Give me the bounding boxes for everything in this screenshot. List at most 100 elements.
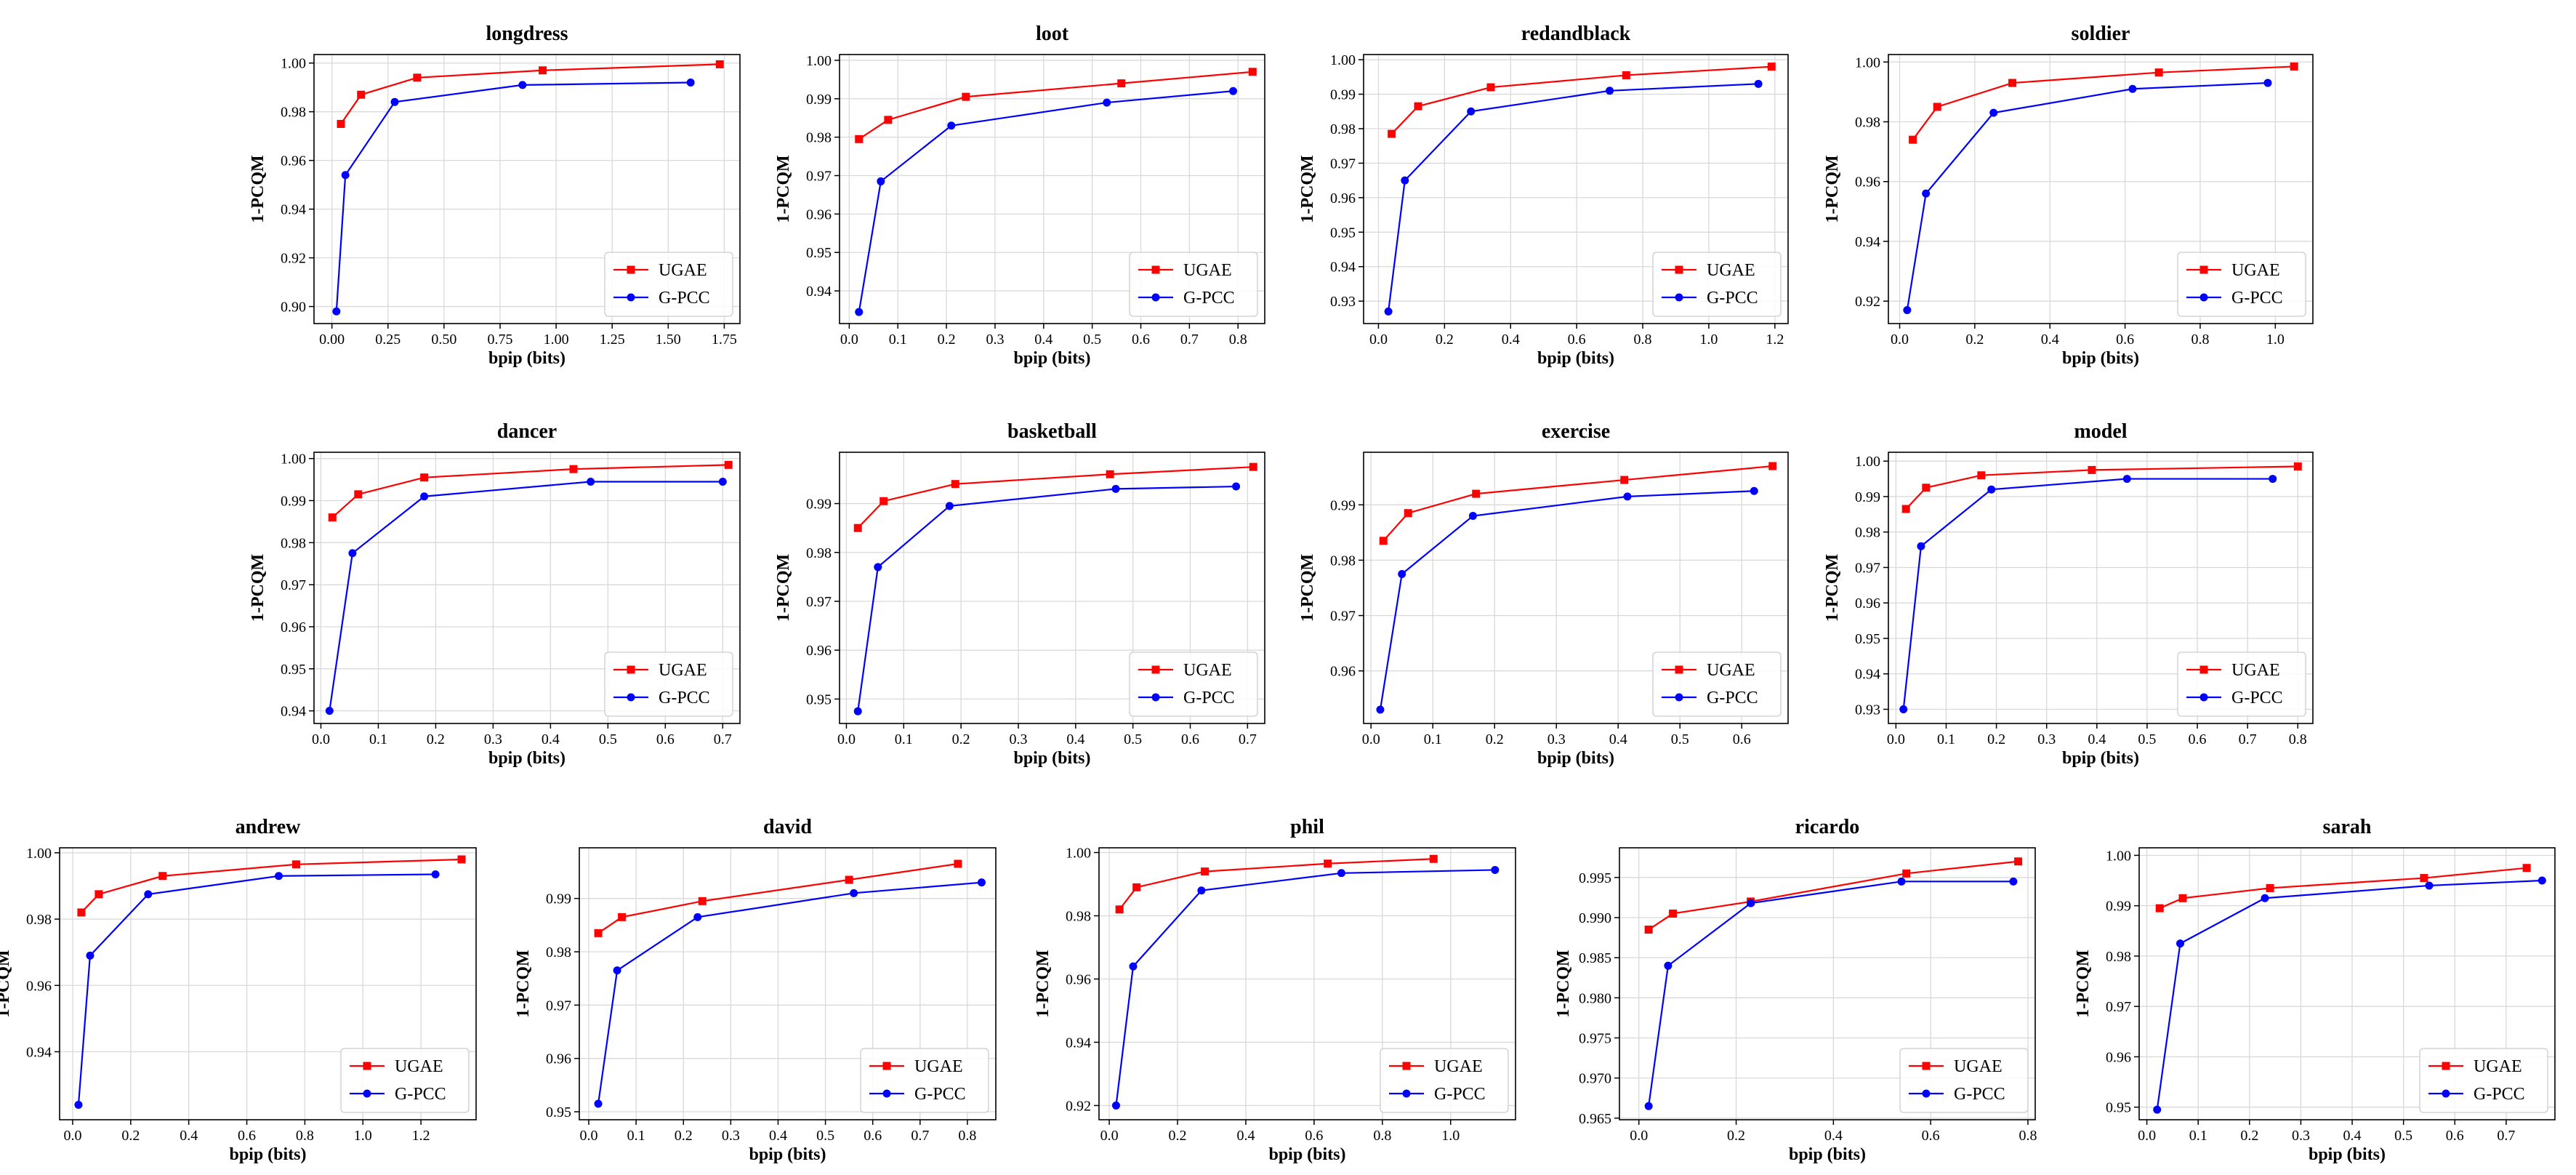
- x-tick-label: 0.4: [2343, 1128, 2362, 1144]
- legend-box: [604, 252, 733, 317]
- x-tick-label: 0.2: [938, 332, 956, 348]
- legend-swatch-marker: [1151, 693, 1160, 702]
- y-axis-label: 1-PCQM: [249, 554, 267, 622]
- data-point-UGAE: [158, 872, 167, 881]
- data-point-UGAE: [715, 60, 724, 68]
- x-tick-label: 0.1: [1424, 731, 1442, 747]
- x-tick-label: 0.25: [375, 332, 401, 348]
- legend: UGAE G-PCC: [1129, 252, 1258, 317]
- legend-swatch-marker: [1402, 1062, 1411, 1070]
- legend-label: UGAE: [1707, 661, 1755, 680]
- x-axis-label: bpip (bits): [1268, 1145, 1345, 1164]
- x-tick-label: 0.6: [238, 1128, 256, 1144]
- data-point-UGAE: [1901, 505, 1910, 513]
- y-tick-label: 1.00: [281, 56, 306, 72]
- y-tick-label: 0.97: [1330, 156, 1356, 172]
- y-tick-label: 0.97: [1330, 609, 1356, 625]
- plot-frame: [1888, 54, 2314, 324]
- x-tick-label: 0.0: [1362, 731, 1380, 747]
- legend-box: [1129, 252, 1258, 317]
- x-tick-label: 0.00: [319, 332, 345, 348]
- x-tick-label: 0.2: [427, 731, 445, 747]
- data-point-G-PCC: [945, 502, 954, 510]
- data-point-G-PCC: [1337, 869, 1345, 878]
- legend-label: UGAE: [659, 661, 707, 680]
- y-tick-label: 0.94: [1066, 1035, 1091, 1051]
- x-tick-label: 0.1: [889, 332, 907, 348]
- data-point-UGAE: [698, 897, 707, 905]
- x-tick-label: 0.7: [1239, 731, 1257, 747]
- y-tick-label: 0.990: [1579, 910, 1611, 926]
- data-point-G-PCC: [348, 549, 357, 558]
- data-point-G-PCC: [977, 878, 986, 887]
- data-point-UGAE: [1201, 867, 1209, 876]
- y-tick-label: 0.92: [1066, 1098, 1091, 1114]
- data-point-G-PCC: [1111, 484, 1120, 493]
- y-tick-label: 0.97: [806, 594, 832, 610]
- legend-box: [860, 1048, 989, 1113]
- series-G-PCC: [594, 878, 986, 1108]
- data-point-G-PCC: [332, 307, 341, 316]
- x-tick-label: 0.50: [431, 332, 456, 348]
- legend-label: UGAE: [1707, 261, 1755, 280]
- legend-swatch-marker: [1151, 265, 1160, 274]
- data-point-G-PCC: [1111, 1101, 1120, 1110]
- x-tick-label: 0.0: [1100, 1128, 1119, 1144]
- data-point-G-PCC: [74, 1100, 83, 1109]
- legend-swatch-marker: [363, 1062, 371, 1070]
- x-tick-label: 0.2: [1987, 731, 2005, 747]
- data-point-UGAE: [354, 490, 363, 499]
- x-tick-label: 1.75: [712, 332, 737, 348]
- plot-frame: [313, 54, 741, 324]
- chart-title: andrew: [236, 816, 301, 838]
- legend-swatch-marker: [1922, 1089, 1931, 1098]
- x-tick-label: 0.6: [1305, 1128, 1323, 1144]
- y-tick-label: 0.96: [806, 206, 832, 222]
- x-tick-label: 0.1: [895, 731, 913, 747]
- x-tick-label: 0.0: [837, 731, 856, 747]
- y-tick-label: 0.99: [546, 891, 571, 907]
- legend-swatch-marker: [1675, 665, 1683, 674]
- data-point-G-PCC: [518, 81, 527, 89]
- x-tick-label: 0.6: [1733, 731, 1751, 747]
- y-axis-label: 1-PCQM: [774, 554, 793, 622]
- data-point-G-PCC: [2261, 894, 2269, 902]
- legend: UGAE G-PCC: [2177, 651, 2306, 717]
- x-tick-label: 0.5: [816, 1128, 834, 1144]
- data-point-G-PCC: [1917, 542, 1925, 550]
- data-point-G-PCC: [1750, 486, 1758, 495]
- y-tick-label: 0.975: [1579, 1030, 1611, 1046]
- series-UGAE: [855, 68, 1257, 143]
- legend-label: UGAE: [2231, 261, 2280, 280]
- legend-swatch-marker: [2199, 665, 2208, 674]
- data-point-G-PCC: [1897, 877, 1906, 886]
- x-axis-label: bpip (bits): [229, 1145, 306, 1164]
- data-point-G-PCC: [2153, 1105, 2162, 1114]
- legend-label: G-PCC: [2231, 689, 2283, 707]
- legend-label: G-PCC: [659, 289, 710, 308]
- legend-label: UGAE: [2231, 661, 2280, 680]
- data-point-G-PCC: [1987, 485, 1996, 494]
- plot-frame: [579, 847, 997, 1120]
- series-G-PCC: [1376, 486, 1758, 714]
- legend-label: UGAE: [914, 1057, 963, 1076]
- legend-swatch-marker: [1151, 293, 1160, 302]
- chart-title: redandblack: [1521, 23, 1631, 45]
- legend-swatch-marker: [2199, 693, 2208, 702]
- series-UGAE: [328, 460, 733, 522]
- x-tick-label: 0.6: [1132, 332, 1150, 348]
- plot-frame: [839, 452, 1265, 724]
- series-UGAE: [853, 462, 1257, 532]
- legend-label: UGAE: [2474, 1057, 2522, 1076]
- x-tick-label: 0.6: [656, 731, 675, 747]
- legend: UGAE G-PCC: [2419, 1048, 2548, 1113]
- data-point-UGAE: [2014, 857, 2023, 866]
- plot-frame: [1619, 847, 2036, 1120]
- x-tick-label: 0.8: [2018, 1128, 2037, 1144]
- legend-swatch-marker: [2442, 1089, 2450, 1098]
- data-point-G-PCC: [144, 890, 153, 899]
- chart-title: basketball: [1007, 420, 1097, 443]
- x-tick-label: 0.4: [1034, 332, 1052, 348]
- series-G-PCC: [1903, 79, 2272, 314]
- x-tick-label: 1.0: [2266, 332, 2285, 348]
